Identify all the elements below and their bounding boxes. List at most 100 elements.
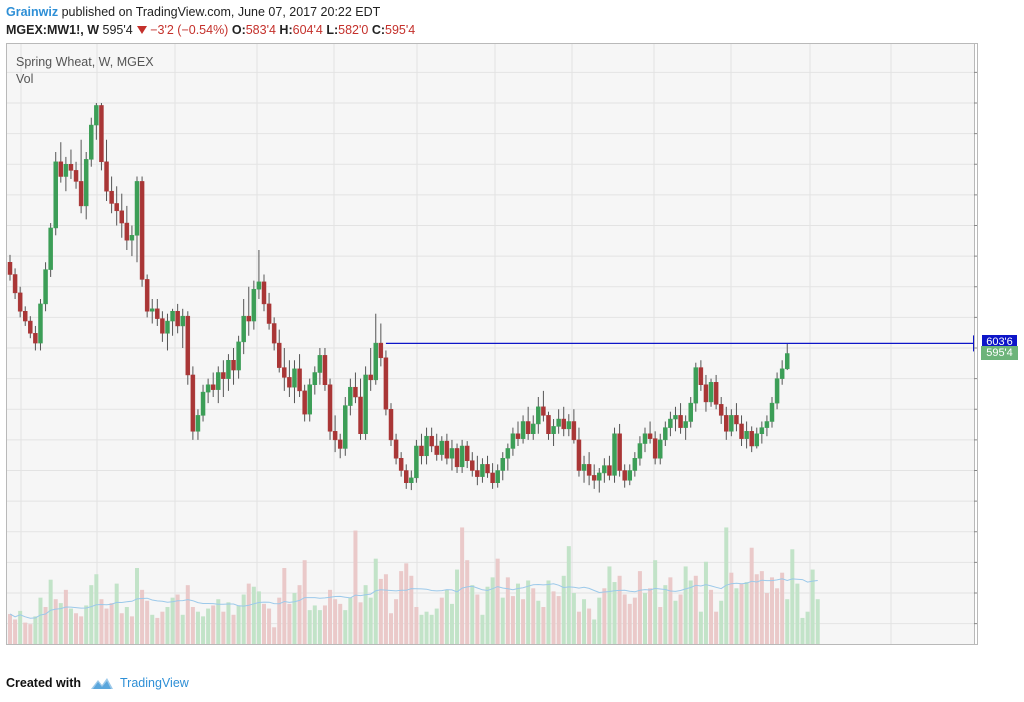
candle-body [119, 210, 125, 224]
chart-canvas[interactable]: 375'0400'0425'0450'0475'0500'0525'0550'0… [7, 44, 977, 644]
volume-bar [348, 597, 353, 644]
candle-body [637, 443, 643, 459]
tradingview-logo-icon[interactable] [90, 676, 114, 690]
candle-body [231, 360, 236, 371]
volume-bar [292, 592, 297, 644]
volume-bar [744, 582, 749, 644]
volume-bar [719, 600, 724, 644]
volume-bar [394, 599, 399, 644]
candle-body [205, 384, 211, 393]
volume-bar [404, 563, 409, 644]
candle-body [419, 445, 424, 457]
series-title: Spring Wheat, W, MGEX [16, 55, 154, 69]
volume-bar [617, 575, 622, 644]
volume-bar [602, 588, 607, 644]
candle-body [200, 391, 206, 416]
volume-bar [389, 613, 393, 644]
candle-body [683, 421, 688, 428]
volume-bar [734, 588, 739, 644]
candle-body [236, 341, 241, 371]
volume-bar [597, 597, 602, 644]
volume-bar [48, 579, 53, 644]
volume-bar [109, 603, 114, 644]
volume-bar [531, 588, 536, 644]
volume-bar [693, 575, 698, 644]
candle-body [739, 423, 744, 439]
candle-body [485, 464, 490, 474]
candle-body [774, 378, 780, 404]
candle-body [708, 382, 714, 403]
price-axis[interactable]: 375'0400'0425'0450'0475'0500'0525'0550'0… [974, 44, 977, 644]
volume-bar [140, 589, 145, 644]
volume-bar [18, 610, 23, 644]
volume-label: Vol [16, 72, 33, 86]
volume-bar [678, 594, 683, 644]
chart-frame[interactable]: 375'0400'0425'0450'0475'0500'0525'0550'0… [6, 43, 978, 645]
volume-bar [246, 583, 251, 644]
candle-body [718, 404, 724, 416]
candle-body [612, 433, 617, 476]
candle-body [261, 281, 267, 305]
candle-body [403, 470, 409, 483]
volume-bar [546, 580, 551, 644]
volume-bar [510, 596, 515, 644]
candle-body [439, 440, 445, 455]
volume-bar [368, 597, 373, 644]
volume-bar [328, 589, 333, 644]
candle-body [89, 124, 94, 160]
horizontal-line-group[interactable] [385, 335, 976, 352]
volume-bar [333, 599, 338, 644]
candle-body [53, 161, 58, 229]
candle-body [322, 355, 328, 386]
candle-body [561, 418, 566, 430]
published-text: published on TradingView.com, June 07, 2… [61, 5, 381, 19]
candle-body [444, 440, 450, 459]
candle-body [353, 386, 358, 398]
volume-bar [13, 619, 18, 644]
volume-bar [648, 588, 653, 644]
volume-bar [231, 614, 236, 644]
high-label: H: [279, 23, 293, 37]
candle-body [449, 448, 455, 459]
volume-bar [353, 530, 358, 644]
volume-bar [424, 611, 429, 644]
grid-lines [7, 44, 974, 644]
volume-bar [307, 610, 312, 644]
volume-bar [28, 624, 33, 644]
candle-body [78, 181, 84, 207]
candle-body [551, 426, 556, 434]
volume-bar [216, 599, 221, 644]
candle-body [216, 372, 221, 390]
volume-ma-line [9, 578, 818, 619]
candle-body [17, 292, 23, 312]
candle-body [144, 279, 150, 312]
candle-body [282, 367, 287, 378]
candle-body [581, 464, 587, 471]
last-price-label: 595'4 [981, 345, 1018, 360]
volume-bar [68, 608, 73, 644]
author-link[interactable]: Grainwiz [6, 5, 59, 19]
candle-body [266, 303, 272, 324]
candle-body [139, 181, 145, 280]
candle-body [33, 333, 38, 344]
candle-body [642, 433, 648, 444]
volume-bar [465, 560, 470, 644]
volume-bar [754, 574, 759, 644]
volume-bar [185, 585, 190, 644]
candle-body [149, 308, 155, 312]
candle-body [165, 320, 170, 334]
candle-body [414, 445, 419, 479]
candle-body [343, 405, 348, 449]
tradingview-link[interactable]: TradingView [120, 676, 189, 690]
volume-bar [475, 594, 480, 644]
volume-bar [587, 608, 592, 644]
volume-bar [155, 617, 160, 644]
volume-bar [556, 596, 561, 644]
candle-body [99, 105, 104, 163]
candle-body [754, 433, 760, 447]
candle-body [226, 360, 231, 379]
candle-body [602, 465, 607, 474]
candle-body [170, 311, 175, 322]
volume-bar [698, 611, 703, 644]
candle-body [358, 396, 363, 434]
